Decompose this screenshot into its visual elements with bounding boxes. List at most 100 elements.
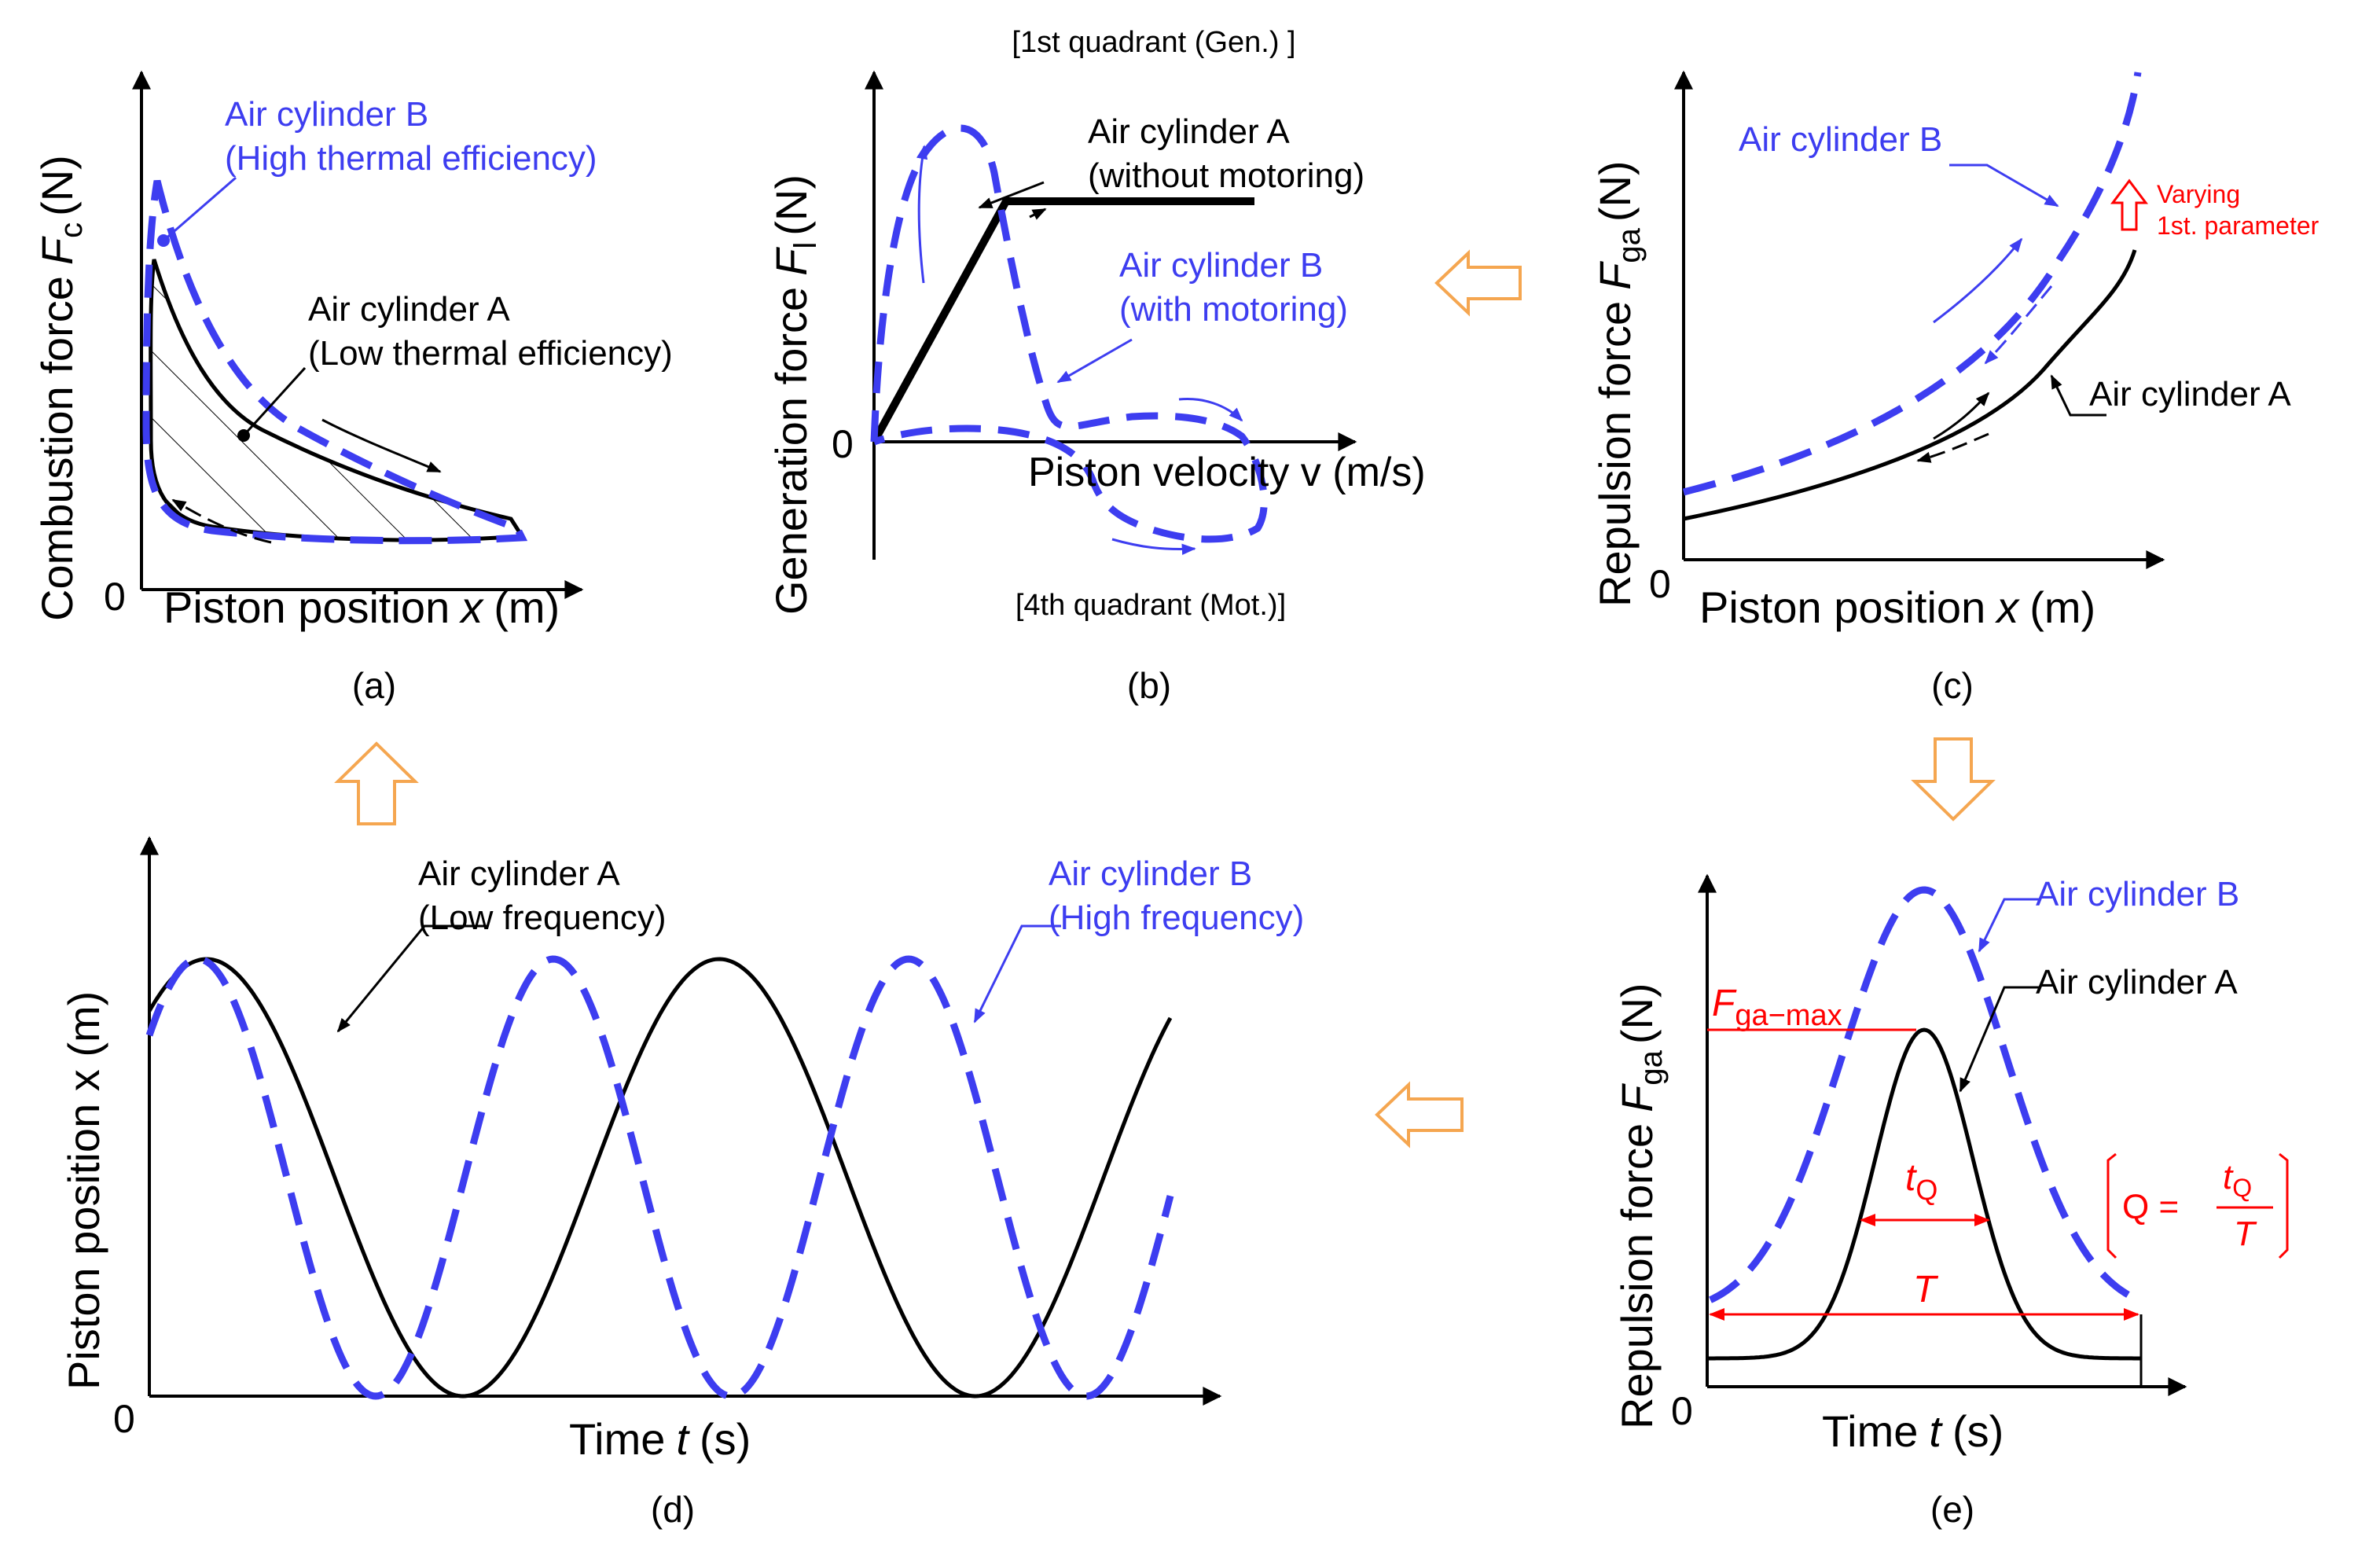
panel-c-label-b: Air cylinder B — [1739, 120, 1942, 159]
panel-c-arrow-blue-up — [1933, 237, 2023, 324]
panel-c-leader-a — [2050, 374, 2106, 417]
flow-arrow-c-to-e-icon — [1911, 737, 1996, 821]
panel-a-label-a-line2: (Low thermal efficiency) — [308, 334, 673, 373]
panel-c-origin: 0 — [1649, 562, 1671, 606]
panel-e-leader-a — [1959, 986, 2040, 1093]
panel-b-label-a-line2: (without motoring) — [1088, 156, 1364, 195]
panel-d-curve-a — [147, 957, 1173, 1398]
panel-a-y-axis-label: Combustion force Fc (N) — [32, 155, 89, 621]
panel-e-xlabel-text: Time — [1822, 1406, 1918, 1456]
flow-arrow-d-to-a-icon — [334, 741, 419, 825]
panel-b-blue-arrow-right — [1178, 397, 1243, 422]
panel-e-eq-num-sub: Q — [2232, 1174, 2252, 1202]
panel-b-top-note: [1st quadrant (Gen.) ] — [1012, 26, 1295, 59]
panel-e-tq-sub: Q — [1915, 1174, 1937, 1206]
panel-a-curve-a — [149, 259, 526, 542]
panel-d-origin: 0 — [113, 1397, 135, 1441]
panel-b-ylabel-sub: l — [788, 242, 823, 249]
panel-e-eq-left-bracket — [2106, 1152, 2117, 1259]
panel-e-curve-b — [1709, 886, 2141, 1304]
panel-c-caption: (c) — [1931, 665, 1974, 706]
panel-e-ylabel-text: Repulsion force — [1612, 1123, 1662, 1429]
panel-a-label-b-line2: (High thermal efficiency) — [225, 139, 597, 178]
panel-b-label-b-line2: (with motoring) — [1119, 290, 1348, 329]
panel-e-eq-q: Q = — [2122, 1188, 2179, 1226]
panel-b-ylabel-symbol: F — [766, 247, 816, 276]
flow-arrow-c-to-b-icon — [1434, 249, 1522, 317]
panel-c-arrow-black-down — [1916, 432, 1989, 463]
panel-a-origin: 0 — [104, 575, 126, 619]
panel-e-tq-label: tQ — [1905, 1157, 1937, 1206]
panel-c-varying-line2: 1st. parameter — [2157, 211, 2319, 240]
panel-c-varying-arrow — [2110, 178, 2148, 231]
panel-d-xlabel-symbol: t — [676, 1414, 690, 1464]
panel-e-fmax-symbol: F — [1712, 983, 1737, 1024]
panel-a-direction-arrow-bottom — [171, 498, 272, 544]
panel-a-caption: (a) — [352, 665, 396, 706]
panel-c-varying-line1: Varying — [2157, 180, 2240, 208]
panel-b-x-axis-label: Piston velocity v (m/s) — [1028, 450, 1426, 495]
panel-e-curve-a — [1707, 1027, 2141, 1361]
panel-a-xlabel-text: Piston position — [163, 583, 450, 632]
panel-e-eq-numerator: tQ — [2223, 1158, 2252, 1202]
panel-d-caption: (d) — [651, 1489, 695, 1530]
panel-d-xlabel-text: Time — [569, 1414, 665, 1464]
panel-c-xlabel-symbol: x — [1994, 583, 2020, 632]
panel-e-tq-symbol: t — [1905, 1157, 1917, 1199]
panel-a: Air cylinder B (High thermal efficiency)… — [32, 70, 673, 706]
panel-e-eq-denominator: T — [2234, 1215, 2257, 1253]
panel-b-leader-a — [978, 181, 1045, 209]
panel-b-leader-b — [1056, 338, 1133, 384]
panel-a-ylabel-unit: (N) — [32, 155, 82, 216]
panel-d-leader-b — [973, 924, 1061, 1024]
panel-c-ylabel-text: Repulsion force — [1590, 301, 1640, 607]
panel-b-label-b-line1: Air cylinder B — [1119, 246, 1323, 285]
panel-a-label-b-line1: Air cylinder B — [225, 95, 428, 134]
panel-b: [1st quadrant (Gen.) ] [4th quadrant (Mo… — [766, 26, 1426, 706]
panel-a-curve-b — [142, 179, 528, 545]
panel-c-arrow-blue-down — [1984, 285, 2053, 365]
panel-d-leader-a — [336, 924, 487, 1033]
panel-c-y-axis-label: Repulsion force Fga (N) — [1590, 160, 1647, 607]
panel-b-origin: 0 — [832, 422, 854, 466]
panel-d-x-axis-label: Time t (s) — [569, 1414, 751, 1464]
panel-d: Air cylinder A (Low frequency) Air cylin… — [59, 836, 1304, 1530]
panel-a-ylabel-text: Combustion force — [32, 276, 82, 621]
panel-e-fmax-label: Fga−max — [1712, 983, 1842, 1032]
panel-e-ylabel-symbol: F — [1612, 1083, 1662, 1112]
panel-c: Air cylinder B Air cylinder A Varying 1s… — [1590, 70, 2319, 706]
panel-b-blue-arrow-left — [916, 145, 928, 284]
panel-e-label-a: Air cylinder A — [2036, 963, 2238, 1002]
panel-a-leader-a — [242, 366, 307, 437]
panel-b-caption: (b) — [1127, 665, 1171, 706]
panel-e: Air cylinder B Air cylinder A Fga−max tQ… — [1612, 873, 2289, 1530]
panel-d-xlabel-unit: (s) — [700, 1414, 751, 1464]
panel-b-curve-b — [870, 124, 1268, 543]
panel-b-label-a-line1: Air cylinder A — [1088, 112, 1290, 151]
panel-e-eq-right-bracket — [2278, 1152, 2289, 1259]
panel-b-blue-arrow-bottom — [1111, 538, 1196, 555]
panel-e-period-label: T — [1913, 1269, 1939, 1310]
panel-c-curve-b — [1682, 72, 2142, 496]
panel-d-label-b-line2: (High frequency) — [1049, 899, 1304, 937]
panel-e-fmax-sub: ga−max — [1735, 999, 1842, 1032]
panel-e-ylabel-unit: (N) — [1612, 983, 1662, 1044]
panel-e-leader-b — [1978, 898, 2040, 953]
panel-b-y-axis-label: Generation force Fl (N) — [766, 175, 823, 615]
panel-d-label-b-line1: Air cylinder B — [1049, 855, 1252, 893]
panel-a-ylabel-symbol: F — [32, 236, 82, 265]
panel-a-x-axis-label: Piston position x (m) — [163, 583, 560, 632]
panel-e-eq-num-symbol: t — [2223, 1158, 2234, 1196]
flow-arrows — [334, 249, 1996, 1149]
panel-c-ylabel-symbol: F — [1590, 261, 1640, 290]
panel-c-xlabel-text: Piston position — [1699, 583, 1985, 632]
panel-e-origin: 0 — [1671, 1389, 1693, 1433]
panel-e-x-axis-label: Time t (s) — [1822, 1406, 2004, 1456]
panel-c-label-a: Air cylinder A — [2089, 375, 2291, 413]
panel-e-label-b: Air cylinder B — [2036, 875, 2239, 913]
panel-c-curve-a — [1683, 249, 2137, 521]
panel-a-xlabel-symbol: x — [458, 583, 484, 632]
panel-b-curve-a — [870, 197, 1254, 444]
panel-d-label-a-line1: Air cylinder A — [418, 855, 620, 893]
panel-d-label-a-line2: (Low frequency) — [418, 899, 666, 937]
